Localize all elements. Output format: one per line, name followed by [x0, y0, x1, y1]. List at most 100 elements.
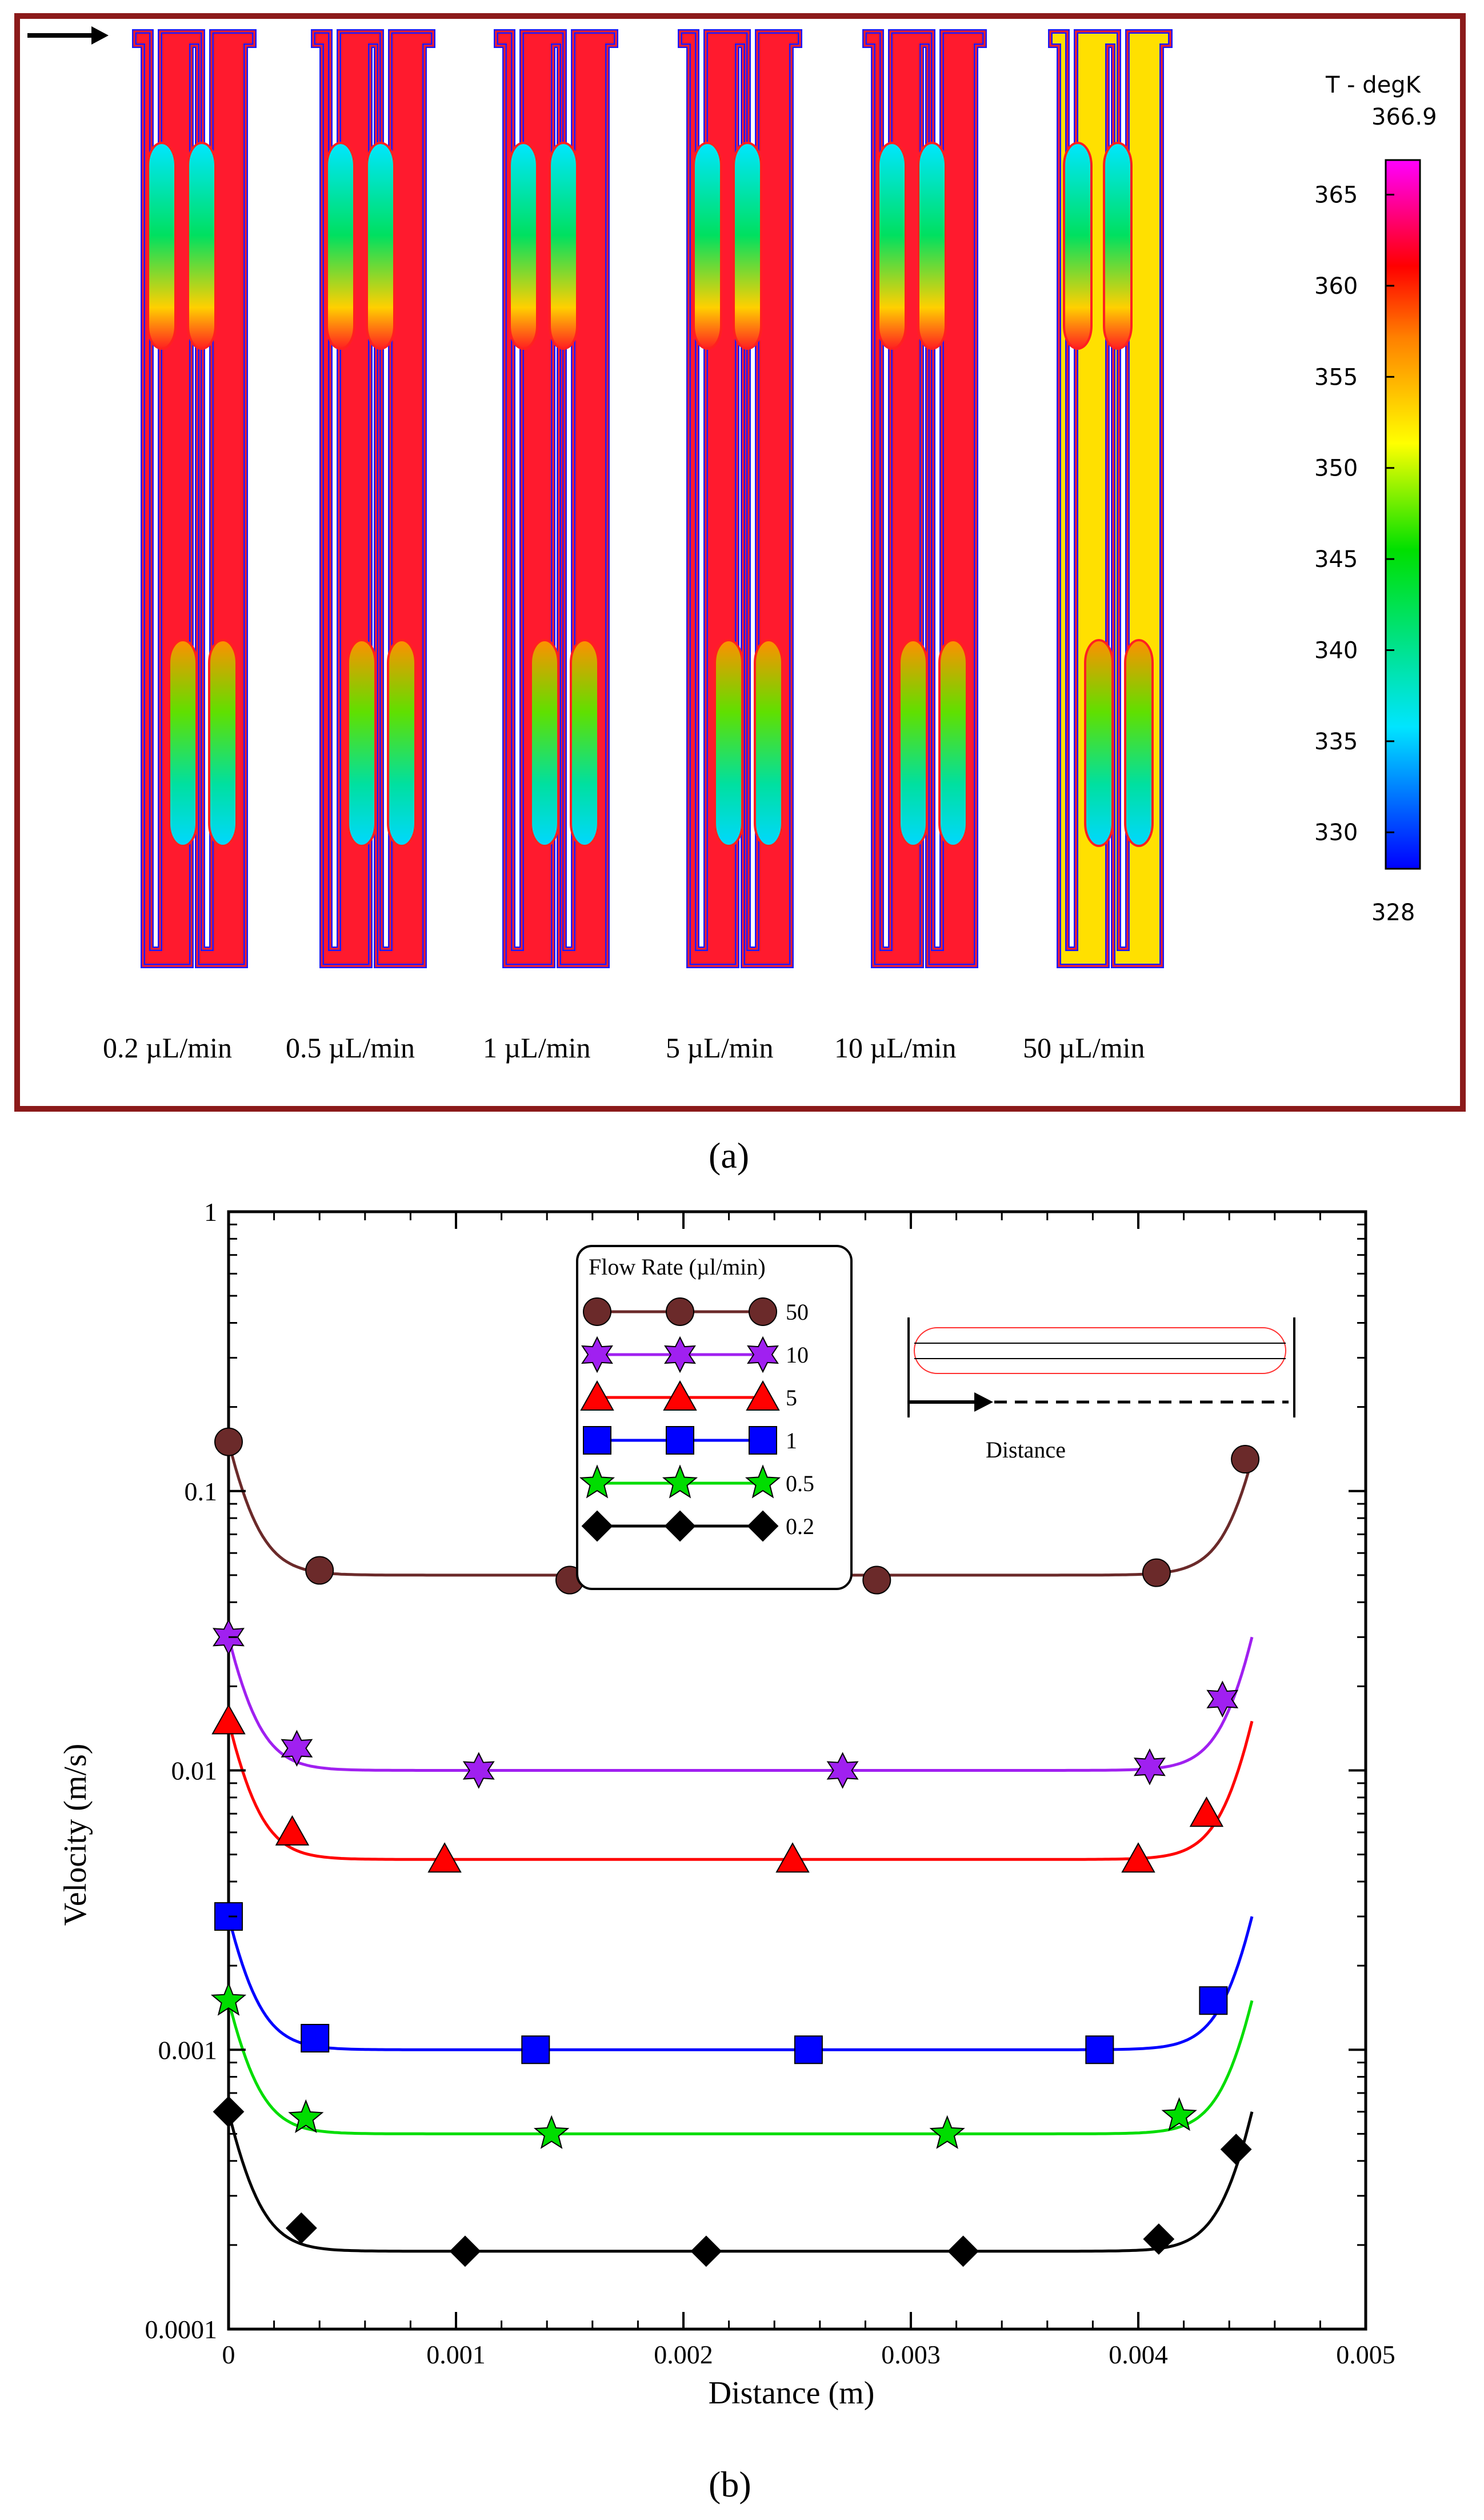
series-line-1 [227, 1916, 1254, 2051]
legend-marker-5-2 [746, 1380, 780, 1411]
x-tick-label-0: 0 [222, 2340, 235, 2369]
marker-0_5-0 [210, 1982, 247, 2016]
inset-diagram: Distance [907, 1317, 1295, 1463]
legend-marker-50-1 [666, 1297, 694, 1326]
legend-marker-50-0 [583, 1297, 611, 1326]
marker-5-4 [1121, 1842, 1155, 1873]
legend-row-5: 5 [580, 1380, 797, 1411]
legend-marker-0_2-0 [581, 1510, 613, 1542]
series-line-10 [227, 1636, 1254, 1772]
legend-title: Flow Rate (µl/min) [589, 1254, 766, 1280]
legend-marker-1-2 [749, 1426, 777, 1455]
flow-label-4: 10 µL/min [834, 1032, 957, 1064]
legend-label-50: 50 [786, 1299, 809, 1325]
colorbar-min-label: 328 [1371, 900, 1415, 926]
colorbar-tick-3: 350 [1314, 456, 1358, 482]
device-1 [311, 29, 435, 968]
marker-0_2-4 [947, 2235, 979, 2267]
flow-label-1: 0.5 µL/min [286, 1032, 415, 1064]
flow-label-2: 1 µL/min [483, 1032, 591, 1064]
marker-0_5-2 [533, 2115, 570, 2149]
legend-marker-10-0 [581, 1336, 613, 1373]
colorbar-tick-5: 340 [1314, 637, 1358, 664]
legend-row-10: 10 [581, 1336, 809, 1373]
x-tick-label-5: 0.005 [1336, 2340, 1395, 2369]
marker-0_5-3 [929, 2115, 965, 2149]
legend-marker-0_5-2 [745, 1464, 781, 1499]
y-tick-label-2: 0.01 [171, 1756, 218, 1786]
marker-10-3 [826, 1752, 859, 1789]
marker-0_2-2 [449, 2235, 481, 2267]
device-5 [1048, 29, 1173, 968]
colorbar-tick-2: 355 [1314, 364, 1358, 390]
legend-marker-10-1 [664, 1336, 696, 1373]
marker-0_5-4 [1161, 2097, 1197, 2131]
series-line-0_2 [227, 2111, 1254, 2253]
x-tick-label-4: 0.004 [1109, 2340, 1168, 2369]
y-axis-label: Velocity (m/s) [58, 1744, 93, 1926]
legend-marker-0_2-1 [664, 1510, 696, 1542]
panel-a-label: (a) [709, 1135, 750, 1176]
legend-label-10: 10 [786, 1342, 809, 1368]
marker-1-3 [794, 2035, 823, 2064]
flow-label-3: 5 µL/min [666, 1032, 774, 1064]
marker-1-2 [521, 2035, 550, 2064]
x-tick-label-3: 0.003 [881, 2340, 941, 2369]
colorbar-tick-1: 360 [1314, 273, 1358, 299]
x-axis-label: Distance (m) [709, 2375, 875, 2411]
y-tick-label-0: 0.0001 [145, 2315, 218, 2344]
marker-5-0 [211, 1704, 246, 1735]
marker-50-4 [1142, 1558, 1171, 1587]
legend-marker-0_5-0 [579, 1464, 615, 1499]
x-tick-label-1: 0.001 [426, 2340, 486, 2369]
marker-5-3 [775, 1842, 810, 1873]
legend-marker-1-0 [583, 1426, 611, 1455]
inset-label: Distance [986, 1437, 1066, 1463]
colorbar-tick-0: 365 [1314, 182, 1358, 209]
series-line-0_5 [227, 2000, 1254, 2135]
marker-50-1 [305, 1556, 334, 1585]
legend-marker-0_5-1 [662, 1464, 698, 1499]
device-3 [678, 29, 802, 968]
marker-50-5 [1231, 1445, 1260, 1474]
marker-5-1 [275, 1815, 310, 1846]
device-4 [862, 29, 987, 968]
legend-marker-50-2 [749, 1297, 777, 1326]
panel-b: 0 0.001 0.002 0.003 0.004 0.005 0.0001 0.001 0.0… [0, 1189, 1484, 2520]
legend-row-0_2: 0.2 [581, 1510, 814, 1542]
series-line-5 [227, 1720, 1254, 1861]
device-2 [494, 29, 618, 968]
colorbar-tick-7: 330 [1314, 820, 1358, 846]
legend-label-0_2: 0.2 [786, 1513, 814, 1539]
legend-marker-5-1 [663, 1380, 697, 1411]
flow-label-5: 50 µL/min [1023, 1032, 1145, 1064]
marker-50-3 [862, 1565, 891, 1595]
device-0 [132, 29, 257, 968]
marker-0_5-1 [288, 2099, 324, 2134]
y-tick-label-1: 0.001 [158, 2035, 218, 2064]
marker-10-1 [281, 1730, 313, 1767]
panel-a: 365 360 355 350 345 340 335 330 T - degK 366.9 … [0, 0, 1484, 1192]
marker-0_2-6 [1220, 2134, 1252, 2165]
legend-marker-5-0 [580, 1380, 614, 1411]
marker-1-4 [1085, 2035, 1114, 2064]
panel-b-label: (b) [709, 2464, 751, 2505]
colorbar-title: T - degK [1325, 72, 1422, 98]
y-tick-label-3: 0.1 [185, 1477, 218, 1506]
colorbar-max-label: 366.9 [1371, 104, 1437, 130]
marker-5-5 [1189, 1796, 1224, 1827]
x-tick-label-2: 0.002 [654, 2340, 713, 2369]
flow-label-0: 0.2 µL/min [103, 1032, 232, 1064]
inlet-arrow [27, 26, 109, 45]
legend-label-0_5: 0.5 [786, 1471, 814, 1496]
legend-label-5: 5 [786, 1385, 797, 1411]
marker-10-4 [1133, 1748, 1166, 1786]
velocity-chart: 0 0.001 0.002 0.003 0.004 0.005 0.0001 0.001 0.0… [58, 1197, 1395, 2411]
legend-marker-0_2-2 [747, 1510, 779, 1542]
legend-box [576, 1245, 853, 1590]
marker-1-5 [1199, 1986, 1228, 2015]
marker-5-2 [427, 1842, 462, 1873]
legend-marker-1-1 [666, 1426, 694, 1455]
marker-1-1 [301, 2024, 330, 2053]
y-tick-label-4: 1 [204, 1197, 217, 1227]
